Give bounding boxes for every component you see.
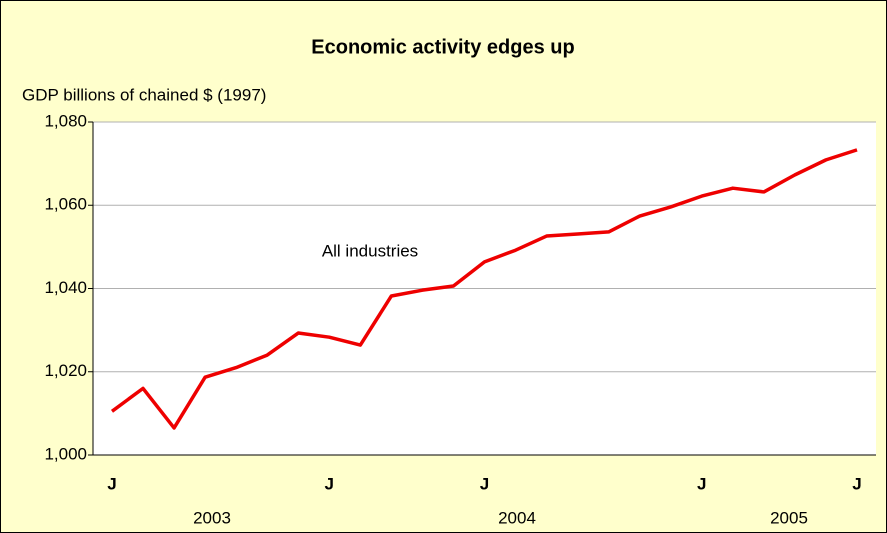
y-tick-label: 1,060 xyxy=(44,195,87,214)
chart-title: Economic activity edges up xyxy=(311,36,574,58)
x-tick-label: J xyxy=(107,474,116,493)
x-tick-label: J xyxy=(480,474,489,493)
y-tick-label: 1,000 xyxy=(44,444,87,463)
annotation: All industries xyxy=(322,241,418,260)
y-tick-label: 1,080 xyxy=(44,111,87,130)
x-group-label: 2004 xyxy=(498,508,536,527)
x-tick-label: J xyxy=(697,474,706,493)
y-tick-label: 1,040 xyxy=(44,278,87,297)
series-line xyxy=(110,148,858,430)
y-axis-label: GDP billions of chained $ (1997) xyxy=(22,85,266,104)
x-group-label: 2003 xyxy=(193,508,231,527)
x-tick-label: J xyxy=(852,474,861,493)
x-tick-label: J xyxy=(325,474,334,493)
x-group-label: 2005 xyxy=(770,508,808,527)
y-tick-label: 1,020 xyxy=(44,361,87,380)
